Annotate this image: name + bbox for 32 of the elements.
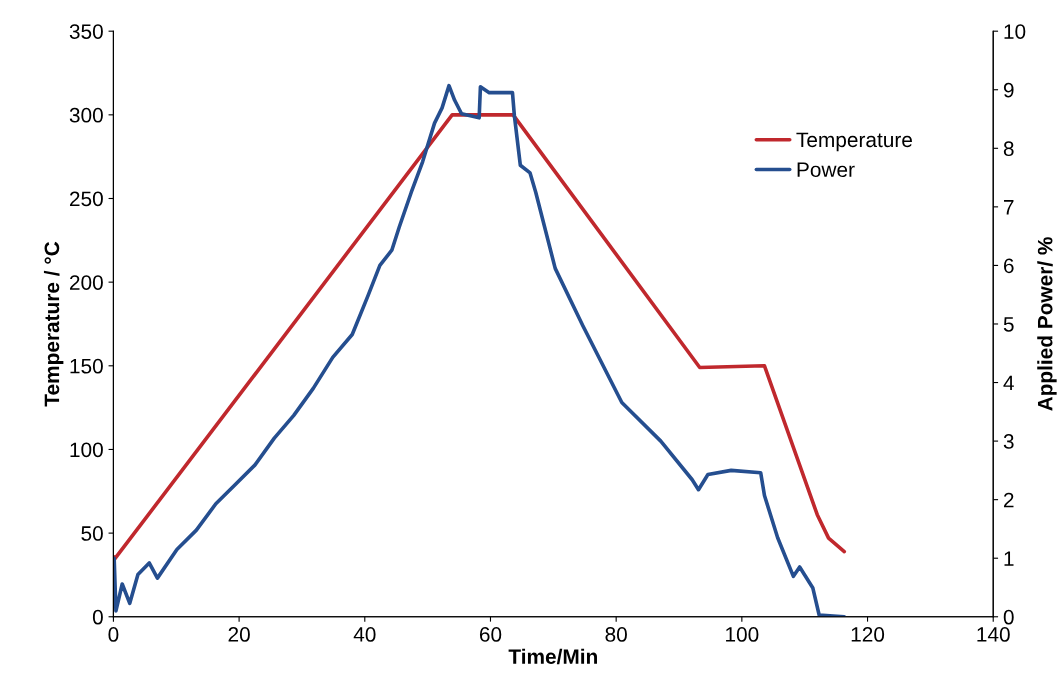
y2-tick-label: 1: [1004, 551, 1014, 566]
x-tick-label: 0: [108, 627, 119, 642]
legend-label: Power: [797, 162, 855, 178]
y2-tick-label: 7: [1004, 200, 1014, 215]
y2-tick-label: 9: [1003, 82, 1014, 98]
x-tick-label: 40: [353, 627, 376, 642]
x-tick-label: 120: [851, 627, 885, 642]
y2-tick-label: 5: [1003, 317, 1014, 332]
y2-tick-label: 0: [1003, 609, 1014, 625]
y-axis-title: Temperature / °C: [43, 241, 64, 407]
y2-tick-label: 6: [1004, 258, 1014, 274]
x-tick-label: 60: [479, 627, 502, 642]
y-tick-label: 350: [69, 24, 103, 39]
y2-tick-label: 4: [1003, 375, 1014, 391]
x-axis-title: Time/Min: [508, 648, 597, 665]
y2-axis-title: Applied Power/ %: [1037, 237, 1057, 411]
y-tick-label: 200: [69, 275, 103, 290]
x-tick-label: 100: [726, 627, 759, 642]
y2-tick-label: 8: [1003, 141, 1014, 157]
y2-tick-label: 3: [1003, 434, 1014, 449]
y-tick-label: 0: [92, 609, 103, 625]
x-tick-label: 80: [605, 627, 627, 642]
y2-tick-label: 10: [1004, 24, 1026, 39]
y-tick-label: 250: [69, 191, 103, 207]
x-tick-label: 20: [228, 627, 250, 642]
legend-label: Temperature: [796, 132, 912, 152]
y2-tick-label: 2: [1003, 492, 1014, 508]
y-tick-label: 50: [81, 526, 103, 541]
y-tick-label: 300: [69, 107, 103, 123]
x-tick-label: 140: [977, 627, 1010, 642]
y-tick-label: 100: [70, 442, 103, 458]
y-tick-label: 150: [70, 358, 103, 374]
